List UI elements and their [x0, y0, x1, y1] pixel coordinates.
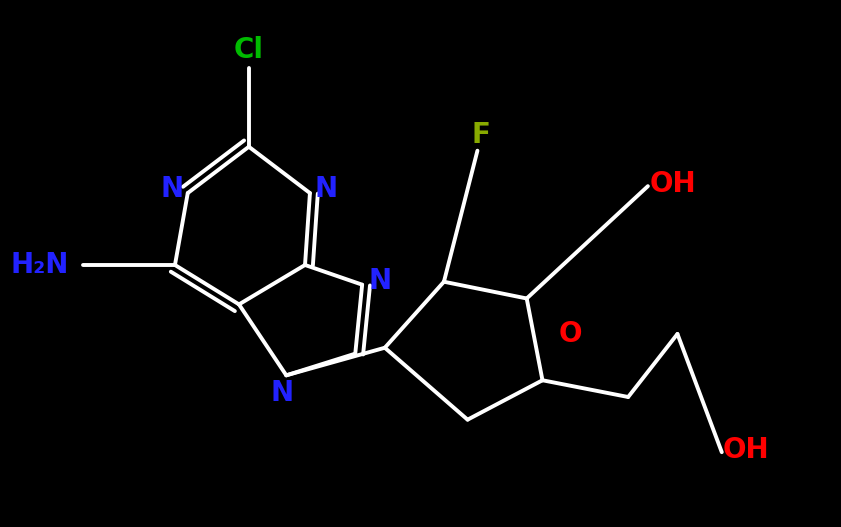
Text: OH: OH — [649, 170, 696, 198]
Text: OH: OH — [723, 436, 770, 464]
Text: F: F — [472, 121, 491, 149]
Text: N: N — [368, 267, 391, 295]
Text: N: N — [315, 175, 337, 203]
Text: N: N — [271, 379, 294, 407]
Text: N: N — [161, 175, 183, 203]
Text: H₂N: H₂N — [10, 251, 69, 279]
Text: Cl: Cl — [234, 36, 264, 64]
Text: O: O — [558, 320, 582, 348]
